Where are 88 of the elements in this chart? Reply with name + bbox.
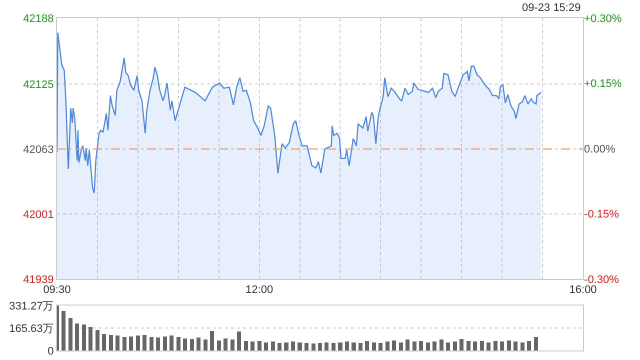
bar bbox=[250, 342, 255, 350]
bar bbox=[210, 330, 214, 350]
bar bbox=[183, 338, 188, 350]
bar bbox=[352, 342, 356, 350]
bar bbox=[385, 342, 390, 350]
bar bbox=[264, 342, 268, 350]
bar bbox=[460, 338, 464, 350]
bar bbox=[372, 342, 376, 350]
y-tick-label: 41939 bbox=[23, 274, 54, 286]
bar bbox=[142, 334, 147, 350]
bar bbox=[311, 344, 316, 350]
bar bbox=[486, 342, 491, 350]
x-tick-label: 16:00 bbox=[569, 284, 597, 296]
bar bbox=[493, 341, 498, 350]
bar bbox=[331, 343, 336, 350]
bar bbox=[224, 338, 228, 350]
y2-tick-label: +0.15% bbox=[584, 78, 622, 90]
bar bbox=[338, 342, 342, 350]
x-tick-label: 09:30 bbox=[43, 284, 71, 296]
bar bbox=[62, 311, 66, 350]
bar bbox=[318, 343, 322, 350]
bar bbox=[534, 336, 538, 350]
bar bbox=[426, 342, 430, 350]
bar bbox=[446, 342, 450, 350]
bar bbox=[419, 341, 424, 350]
bar bbox=[298, 342, 302, 350]
bar bbox=[514, 342, 518, 350]
bar bbox=[149, 336, 154, 350]
bar bbox=[230, 340, 234, 350]
bar bbox=[278, 343, 282, 350]
bar bbox=[473, 342, 478, 350]
bar bbox=[257, 341, 262, 350]
y-tick-label: 42188 bbox=[23, 12, 54, 25]
bar bbox=[412, 342, 416, 350]
bar bbox=[95, 330, 100, 350]
bar bbox=[102, 334, 106, 350]
bar bbox=[358, 343, 362, 350]
y-tick-label: 42125 bbox=[23, 78, 54, 91]
bar bbox=[116, 336, 120, 350]
bar bbox=[203, 340, 208, 350]
bar bbox=[82, 324, 86, 350]
bar bbox=[378, 343, 383, 350]
x-tick-label: 12:00 bbox=[246, 284, 274, 296]
bar bbox=[68, 318, 72, 350]
bar bbox=[439, 340, 444, 350]
bar bbox=[365, 341, 370, 350]
bar bbox=[270, 342, 275, 350]
bar bbox=[291, 342, 296, 350]
bar bbox=[506, 340, 511, 350]
bar bbox=[398, 342, 403, 350]
bar bbox=[162, 336, 167, 350]
bar bbox=[527, 341, 532, 350]
bar bbox=[176, 336, 180, 350]
bar bbox=[129, 336, 134, 350]
bar bbox=[244, 341, 248, 350]
y2-tick-label: -0.30% bbox=[584, 274, 620, 286]
bar bbox=[432, 342, 437, 350]
bar bbox=[190, 338, 194, 350]
y2-tick-label: -0.15% bbox=[584, 208, 620, 221]
bar bbox=[75, 323, 80, 350]
y-tick-label: 42001 bbox=[23, 208, 54, 221]
bar bbox=[392, 340, 396, 350]
bar bbox=[324, 342, 329, 350]
bar bbox=[344, 342, 349, 350]
bar bbox=[466, 341, 470, 350]
text: 09-23 15:29 bbox=[522, 2, 581, 14]
bar bbox=[216, 340, 221, 350]
y-tick-label: 165.63万 bbox=[9, 322, 54, 335]
bar bbox=[480, 341, 484, 350]
bar bbox=[406, 340, 410, 350]
bar bbox=[304, 343, 309, 350]
bar bbox=[520, 342, 524, 350]
bar bbox=[284, 342, 288, 350]
bar bbox=[452, 342, 457, 350]
bar bbox=[136, 336, 140, 350]
bar bbox=[108, 334, 113, 350]
bar bbox=[156, 338, 160, 350]
bar bbox=[196, 338, 201, 350]
bar bbox=[170, 336, 174, 350]
y2-tick-label: 0.00% bbox=[584, 143, 616, 156]
bar bbox=[237, 332, 242, 350]
y-tick-label: 42063 bbox=[23, 144, 54, 156]
bar bbox=[88, 326, 93, 350]
bar bbox=[500, 342, 504, 350]
bar bbox=[122, 336, 126, 350]
y2-tick-label: +0.30% bbox=[584, 12, 622, 25]
y-tick-label: 0 bbox=[48, 345, 54, 358]
y-tick-label: 331.27万 bbox=[9, 300, 54, 312]
